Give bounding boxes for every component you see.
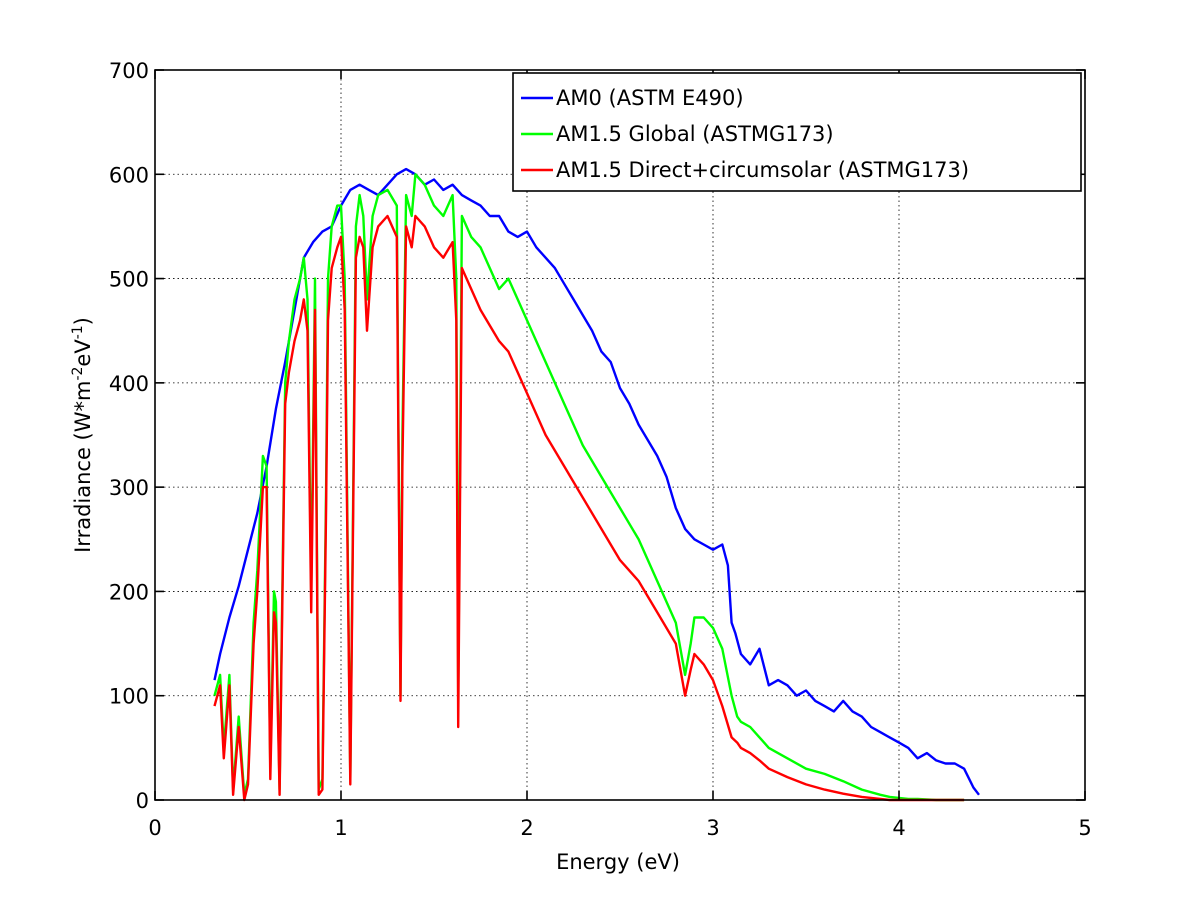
legend-label-0: AM0 (ASTM E490) <box>556 86 744 110</box>
y-tick-label: 600 <box>109 163 149 187</box>
legend-label-1: AM1.5 Global (ASTMG173) <box>556 122 834 146</box>
series-line-2 <box>213 214 965 802</box>
y-tick-label: 500 <box>109 268 149 292</box>
y-tick-label: 700 <box>109 59 149 83</box>
x-tick-labels: 0 1 2 3 4 5 <box>148 816 1091 840</box>
x-tick-label: 1 <box>334 816 347 840</box>
y-tick-labels: 0 100 200 300 400 500 600 700 <box>109 59 149 813</box>
x-tick-label: 2 <box>520 816 533 840</box>
y-axis-label-mid: eV <box>71 339 95 367</box>
y-tick-label: 400 <box>109 372 149 396</box>
x-axis-label: Energy (eV) <box>556 850 680 874</box>
y-tick-label: 200 <box>109 580 149 604</box>
y-axis-label-base: Irradiance (W*m <box>71 381 95 553</box>
y-tick-label: 300 <box>109 476 149 500</box>
y-tick-label: 0 <box>136 789 149 813</box>
y-axis-label-sup1: -2 <box>70 367 86 381</box>
x-tick-label: 4 <box>892 816 905 840</box>
y-axis-label-end: ) <box>71 317 95 325</box>
y-tick-label: 100 <box>109 685 149 709</box>
x-tick-label: 0 <box>148 816 161 840</box>
plot-frame <box>154 69 1086 801</box>
legend: AM0 (ASTM E490) AM1.5 Global (ASTMG173) … <box>512 72 1082 192</box>
legend-box <box>512 72 1082 192</box>
series-line-0 <box>213 167 980 796</box>
y-axis-label: Irradiance (W*m-2eV-1) <box>70 317 95 553</box>
y-axis-label-sup2: -1 <box>70 325 86 339</box>
series-layer <box>213 167 980 802</box>
x-tick-label: 3 <box>706 816 719 840</box>
legend-label-2: AM1.5 Direct+circumsolar (ASTMG173) <box>556 158 969 182</box>
x-tick-label: 5 <box>1078 816 1091 840</box>
